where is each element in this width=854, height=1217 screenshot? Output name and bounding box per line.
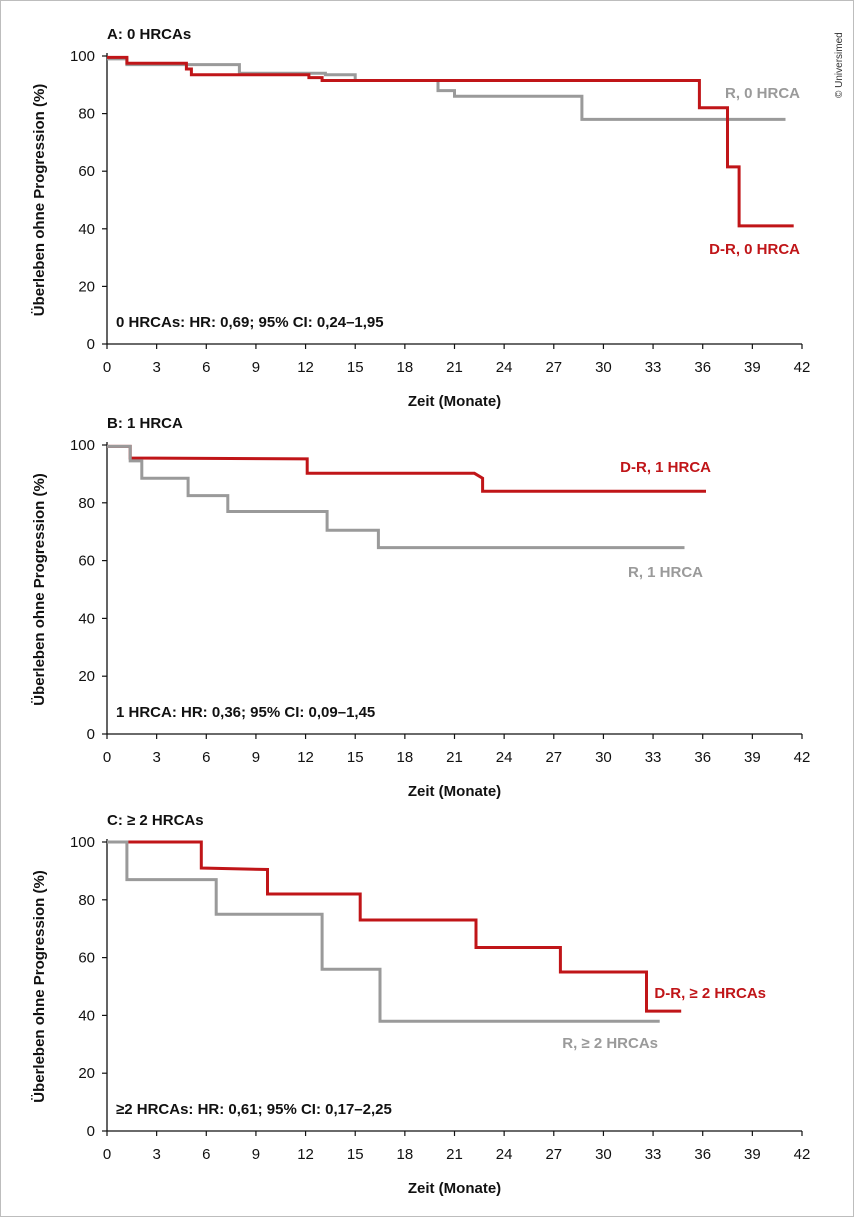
panel-c-y-axis-label: Überleben ohne Progression (%) — [31, 870, 48, 1103]
y-tick-label-80: 80 — [78, 106, 95, 123]
series-label-d-r-1-hrca: D-R, 1 HRCA — [620, 459, 711, 476]
panel-c-x-axis-label: Zeit (Monate) — [408, 1180, 501, 1197]
x-tick-label-36: 36 — [694, 359, 711, 376]
x-tick-label-12: 12 — [297, 359, 314, 376]
x-tick-label-18: 18 — [397, 359, 414, 376]
series-label-d-r-ge-2-hrcas: D-R, ≥ 2 HRCAs — [654, 985, 766, 1002]
x-tick-label-27: 27 — [545, 359, 562, 376]
x-tick-label-30: 30 — [595, 359, 612, 376]
series-line-d-r-1-hrca — [107, 444, 706, 493]
x-tick-label-36: 36 — [694, 1146, 711, 1163]
x-tick-label-42: 42 — [794, 749, 811, 766]
y-tick-label-100: 100 — [70, 834, 95, 851]
x-tick-label-15: 15 — [347, 749, 364, 766]
y-tick-label-80: 80 — [78, 495, 95, 512]
x-tick-label-0: 0 — [103, 359, 111, 376]
x-tick-label-6: 6 — [202, 749, 210, 766]
x-tick-label-18: 18 — [397, 749, 414, 766]
y-tick-label-80: 80 — [78, 892, 95, 909]
series-label-d-r-0-hrca: D-R, 0 HRCA — [709, 241, 800, 258]
y-tick-label-60: 60 — [78, 163, 95, 180]
panel-a-x-axis-label: Zeit (Monate) — [408, 393, 501, 410]
x-tick-label-21: 21 — [446, 749, 463, 766]
y-tick-label-60: 60 — [78, 950, 95, 967]
x-tick-label-42: 42 — [794, 1146, 811, 1163]
x-tick-label-33: 33 — [645, 359, 662, 376]
x-tick-label-30: 30 — [595, 749, 612, 766]
y-tick-label-100: 100 — [70, 437, 95, 454]
x-tick-label-12: 12 — [297, 749, 314, 766]
panel-c-title: C: ≥ 2 HRCAs — [107, 812, 204, 829]
y-tick-label-0: 0 — [87, 1123, 95, 1140]
y-tick-label-40: 40 — [78, 221, 95, 238]
series-line-d-r-0-hrca — [107, 55, 794, 228]
copyright-notice: © Universimed — [834, 32, 845, 98]
y-tick-label-100: 100 — [70, 48, 95, 65]
y-tick-label-20: 20 — [78, 1065, 95, 1082]
panel-b-hr-annotation: 1 HRCA: HR: 0,36; 95% CI: 0,09–1,45 — [116, 704, 375, 721]
series-label-r-ge-2-hrcas: R, ≥ 2 HRCAs — [562, 1035, 658, 1052]
x-tick-label-12: 12 — [297, 1146, 314, 1163]
x-tick-label-9: 9 — [252, 359, 260, 376]
panel-a-y-axis-label: Überleben ohne Progression (%) — [31, 84, 48, 317]
y-tick-label-20: 20 — [78, 278, 95, 295]
x-tick-label-3: 3 — [152, 1146, 160, 1163]
x-tick-label-27: 27 — [545, 749, 562, 766]
y-tick-label-0: 0 — [87, 726, 95, 743]
x-tick-label-21: 21 — [446, 1146, 463, 1163]
panel-a-chart: A: 0 HRCAs 0 20 40 60 80 100 0 3 6 9 12 15 18 21 24 27 30… — [0, 0, 830, 410]
y-tick-label-20: 20 — [78, 668, 95, 685]
x-tick-label-0: 0 — [103, 1146, 111, 1163]
x-tick-label-3: 3 — [152, 359, 160, 376]
panel-b-y-axis-label: Überleben ohne Progression (%) — [31, 473, 48, 706]
x-tick-label-24: 24 — [496, 1146, 513, 1163]
y-tick-label-40: 40 — [78, 610, 95, 627]
x-tick-label-42: 42 — [794, 359, 811, 376]
x-tick-label-24: 24 — [496, 749, 513, 766]
x-tick-label-39: 39 — [744, 359, 761, 376]
x-tick-label-6: 6 — [202, 359, 210, 376]
x-tick-label-30: 30 — [595, 1146, 612, 1163]
x-tick-label-9: 9 — [252, 1146, 260, 1163]
panel-b-chart: B: 1 HRCA 0 20 40 60 80 100 0 3 6 9 12 15 18 21 24 27 30 3… — [0, 400, 830, 805]
x-tick-label-3: 3 — [152, 749, 160, 766]
series-label-r-0-hrca: R, 0 HRCA — [725, 85, 800, 102]
series-line-d-r-ge-2-hrcas — [107, 840, 682, 1013]
x-tick-label-33: 33 — [645, 749, 662, 766]
x-tick-label-36: 36 — [694, 749, 711, 766]
x-tick-label-6: 6 — [202, 1146, 210, 1163]
x-tick-label-0: 0 — [103, 749, 111, 766]
panel-b-x-axis-label: Zeit (Monate) — [408, 783, 501, 800]
x-tick-label-15: 15 — [347, 359, 364, 376]
series-line-r-0-hrca — [107, 57, 786, 121]
panel-c-chart: C: ≥ 2 HRCAs 0 20 40 60 80 100 0 3 6 9 12 15 18 21 24 27… — [0, 805, 830, 1210]
panel-c-hr-annotation: ≥2 HRCAs: HR: 0,61; 95% CI: 0,17–2,25 — [116, 1101, 392, 1118]
copyright-text: © Universimed — [834, 32, 845, 98]
x-tick-label-39: 39 — [744, 749, 761, 766]
x-tick-label-21: 21 — [446, 359, 463, 376]
panel-b-title: B: 1 HRCA — [107, 415, 183, 432]
y-tick-label-60: 60 — [78, 553, 95, 570]
x-tick-label-15: 15 — [347, 1146, 364, 1163]
x-tick-label-39: 39 — [744, 1146, 761, 1163]
y-tick-label-0: 0 — [87, 336, 95, 353]
x-tick-label-33: 33 — [645, 1146, 662, 1163]
y-tick-label-40: 40 — [78, 1007, 95, 1024]
series-line-r-ge-2-hrcas — [107, 840, 660, 1023]
x-tick-label-24: 24 — [496, 359, 513, 376]
series-label-r-1-hrca: R, 1 HRCA — [628, 564, 703, 581]
series-line-r-1-hrca — [107, 444, 685, 550]
panel-a-title: A: 0 HRCAs — [107, 26, 191, 43]
x-tick-label-9: 9 — [252, 749, 260, 766]
panel-a-hr-annotation: 0 HRCAs: HR: 0,69; 95% CI: 0,24–1,95 — [116, 314, 384, 331]
x-tick-label-27: 27 — [545, 1146, 562, 1163]
x-tick-label-18: 18 — [397, 1146, 414, 1163]
